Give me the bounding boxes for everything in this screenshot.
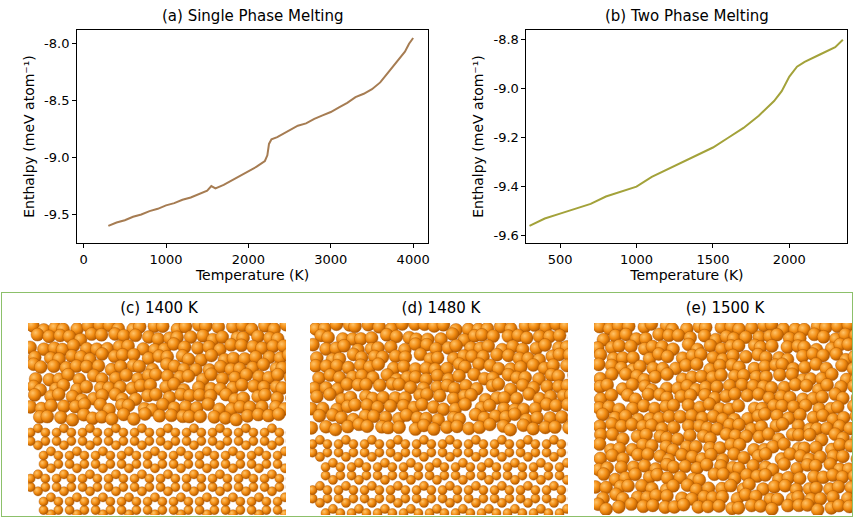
html-text:(e) 1500 K: (e) 1500 K <box>685 299 765 317</box>
svg-text:-9.5: -9.5 <box>44 207 69 222</box>
svg-text:4000: 4000 <box>397 252 430 267</box>
svg-text:2000: 2000 <box>232 252 265 267</box>
svg-text:-9.4: -9.4 <box>493 179 518 194</box>
html-text:(c) 1400 K: (c) 1400 K <box>120 299 198 317</box>
svg-text:-8.0: -8.0 <box>44 36 69 51</box>
svg-text:Enthalpy (meV atom⁻¹): Enthalpy (meV atom⁻¹) <box>470 55 486 218</box>
svg-text:1500: 1500 <box>696 252 729 267</box>
svg-text:Temperature (K): Temperature (K) <box>629 267 743 283</box>
svg-text:0: 0 <box>79 252 87 267</box>
svg-text:Temperature (K): Temperature (K) <box>195 267 309 283</box>
svg-text:-8.5: -8.5 <box>44 93 69 108</box>
svg-text:(a) Single Phase Melting: (a) Single Phase Melting <box>162 7 344 25</box>
html-text:(d) 1480 K: (d) 1480 K <box>401 299 481 317</box>
svg-text:2000: 2000 <box>773 252 806 267</box>
svg-text:500: 500 <box>548 252 573 267</box>
svg-text:1000: 1000 <box>149 252 182 267</box>
svg-text:Enthalpy (meV atom⁻¹): Enthalpy (meV atom⁻¹) <box>21 55 37 218</box>
svg-text:-8.8: -8.8 <box>493 32 518 47</box>
svg-text:-9.0: -9.0 <box>493 81 518 96</box>
svg-text:-9.0: -9.0 <box>44 150 69 165</box>
svg-text:-9.6: -9.6 <box>493 228 518 243</box>
svg-text:-9.2: -9.2 <box>493 130 518 145</box>
svg-text:3000: 3000 <box>314 252 347 267</box>
svg-text:(b) Two Phase Melting: (b) Two Phase Melting <box>605 7 769 25</box>
svg-text:1000: 1000 <box>620 252 653 267</box>
